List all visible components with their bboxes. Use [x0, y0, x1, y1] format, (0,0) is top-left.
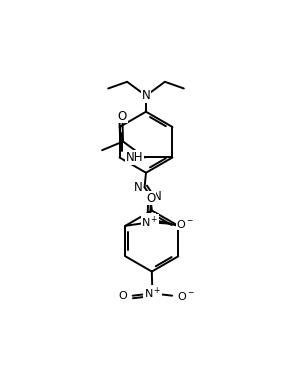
Text: N: N [134, 181, 142, 194]
Text: O: O [119, 291, 127, 301]
Text: N: N [152, 189, 161, 203]
Text: Cl: Cl [143, 214, 155, 227]
Text: N$^+$: N$^+$ [141, 215, 159, 230]
Text: O: O [118, 110, 127, 123]
Text: O: O [146, 192, 155, 205]
Text: N: N [142, 89, 150, 102]
Text: NH: NH [126, 151, 143, 164]
Text: N$^+$: N$^+$ [144, 286, 161, 301]
Text: O$^-$: O$^-$ [177, 290, 195, 302]
Text: O$^-$: O$^-$ [176, 218, 194, 230]
